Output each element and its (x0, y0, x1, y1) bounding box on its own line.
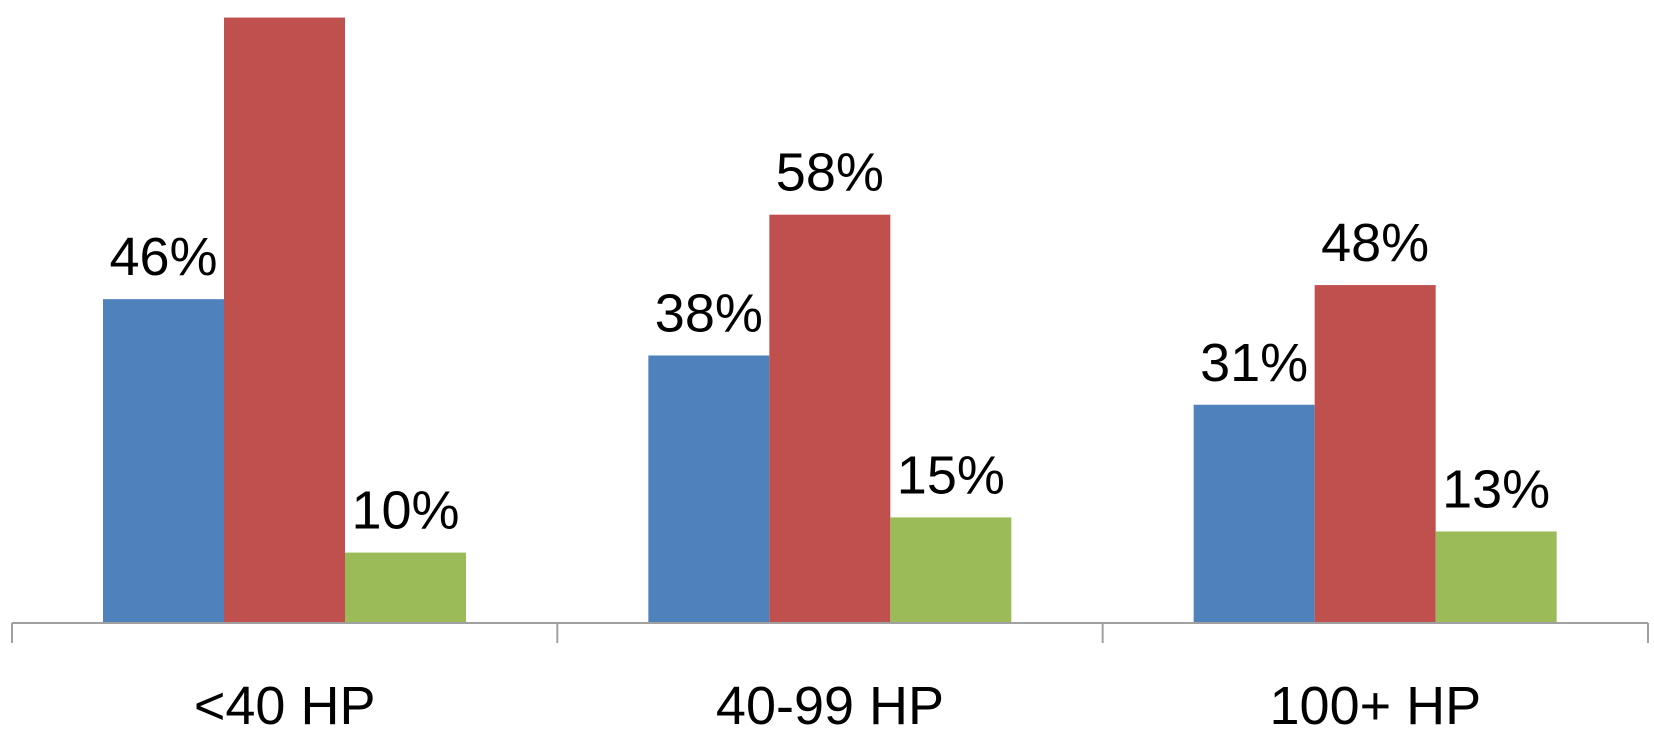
bar-series-2-0 (224, 17, 345, 624)
data-label-series-1-2: 31% (1200, 333, 1308, 393)
data-label-series-3-0: 10% (351, 481, 459, 541)
data-label-series-3-2: 13% (1442, 459, 1550, 519)
x-tick-label-0: <40 HP (194, 676, 376, 729)
data-label-series-1-0: 46% (109, 227, 217, 287)
bar-series-1-0 (103, 299, 224, 623)
data-label-series-1-1: 38% (655, 283, 763, 343)
data-label-series-2-2: 48% (1321, 213, 1429, 273)
data-labels-layer: 46% 38% 31% 86% 58% 48% 10% 15% 13% (109, 0, 1550, 541)
bar-series-1-2 (1193, 404, 1315, 623)
data-label-series-3-1: 15% (897, 445, 1005, 505)
x-tick-label-2: 100+ HP (1270, 676, 1482, 729)
bar-series-2-1 (769, 214, 891, 623)
bars-layer (103, 17, 1557, 624)
data-label-series-2-1: 58% (776, 143, 884, 203)
bar-series-2-2 (1314, 285, 1436, 623)
bar-series-1-1 (648, 355, 770, 623)
x-tick-label-1: 40-99 HP (716, 676, 944, 729)
x-axis (11, 622, 1649, 643)
bar-series-3-1 (890, 517, 1012, 623)
data-label-series-2-0: 86% (230, 0, 338, 6)
x-tick-labels: <40 HP 40-99 HP 100+ HP (194, 676, 1481, 729)
bar-series-3-0 (345, 552, 466, 623)
bar-series-3-2 (1435, 531, 1557, 623)
